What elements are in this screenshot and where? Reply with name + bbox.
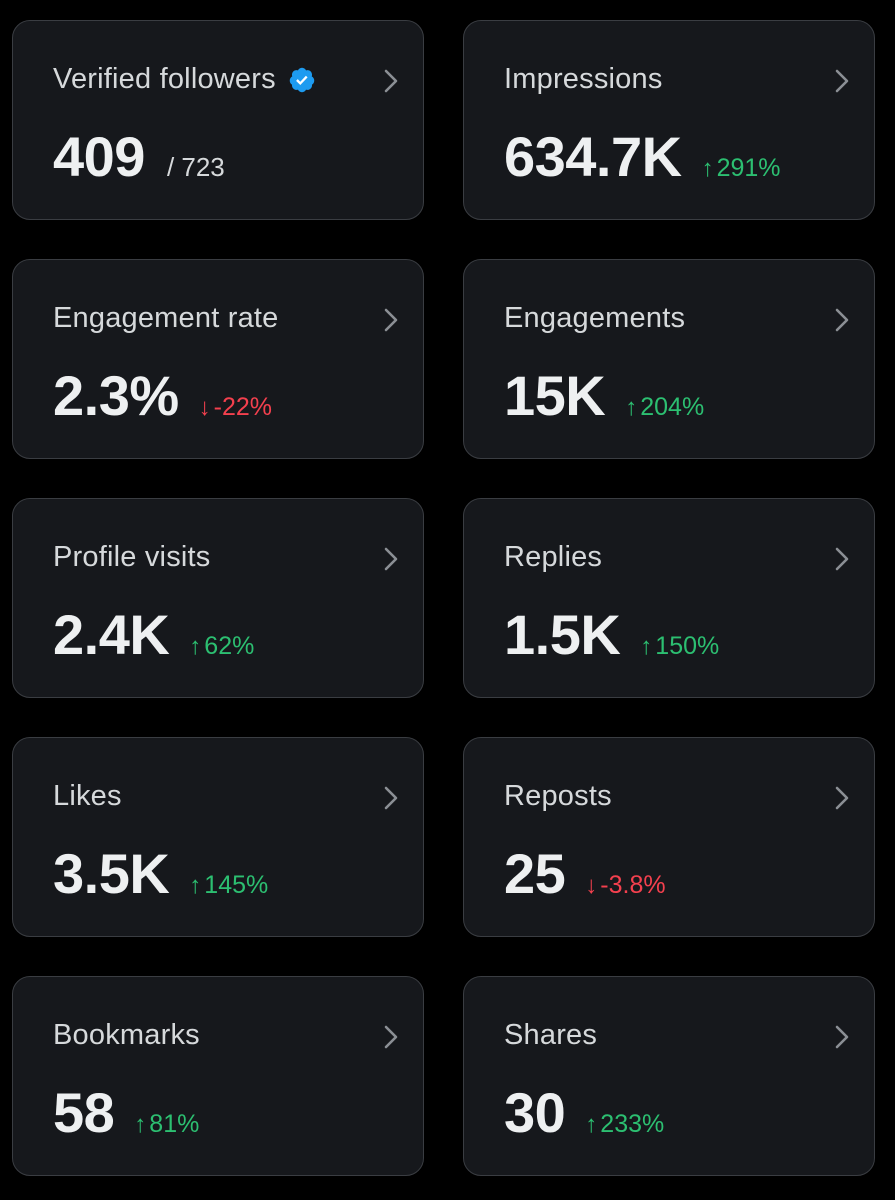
- card-title-label: Likes: [53, 780, 122, 812]
- metric-value: 25: [504, 842, 566, 905]
- card-title: Profile visits: [53, 541, 211, 574]
- card-title-label: Shares: [504, 1019, 598, 1051]
- value-row: 2.3% ↓ -22%: [53, 368, 272, 424]
- metric-change-value: 233%: [600, 1110, 665, 1138]
- card-title-label: Profile visits: [53, 541, 211, 573]
- chevron-right-icon: [384, 308, 398, 332]
- metric-value: 2.3%: [53, 364, 179, 427]
- value-row: 25 ↓ -3.8%: [504, 846, 666, 902]
- value-row: 634.7K ↑ 291%: [504, 129, 781, 185]
- metric-card-verified-followers[interactable]: Verified followers 409 / 723: [12, 20, 424, 220]
- metric-card-profile-visits[interactable]: Profile visits 2.4K ↑ 62%: [12, 498, 424, 698]
- metric-value: 409: [53, 125, 145, 188]
- value-row: 30 ↑ 233%: [504, 1085, 664, 1141]
- metric-change-value: 291%: [716, 154, 781, 182]
- chevron-right-icon: [835, 69, 849, 93]
- value-row: 1.5K ↑ 150%: [504, 607, 719, 663]
- metric-change-value: -22%: [213, 393, 273, 421]
- metric-card-engagement-rate[interactable]: Engagement rate 2.3% ↓ -22%: [12, 259, 424, 459]
- metric-value: 3.5K: [53, 842, 170, 905]
- card-title: Bookmarks: [53, 1019, 200, 1052]
- metric-change-value: -3.8%: [600, 871, 666, 899]
- metric-change-value: 62%: [204, 632, 255, 660]
- card-title: Reposts: [504, 780, 612, 813]
- arrow-up-icon: ↑: [701, 155, 714, 182]
- metric-value: 634.7K: [504, 125, 682, 188]
- metric-change: ↓ -3.8%: [585, 871, 665, 900]
- card-title-label: Impressions: [504, 63, 663, 95]
- metric-change-value: 204%: [640, 393, 705, 421]
- metric-value: 1.5K: [504, 603, 621, 666]
- chevron-right-icon: [835, 547, 849, 571]
- metric-card-impressions[interactable]: Impressions 634.7K ↑ 291%: [463, 20, 875, 220]
- chevron-right-icon: [384, 1025, 398, 1049]
- card-title: Replies: [504, 541, 602, 574]
- chevron-right-icon: [835, 786, 849, 810]
- metric-change: ↑ 81%: [134, 1110, 199, 1139]
- metric-card-likes[interactable]: Likes 3.5K ↑ 145%: [12, 737, 424, 937]
- card-title: Impressions: [504, 63, 663, 96]
- card-title-label: Bookmarks: [53, 1019, 200, 1051]
- value-row: 15K ↑ 204%: [504, 368, 704, 424]
- metric-card-bookmarks[interactable]: Bookmarks 58 ↑ 81%: [12, 976, 424, 1176]
- metric-value: 58: [53, 1081, 115, 1144]
- chevron-right-icon: [384, 69, 398, 93]
- metric-change: ↑ 145%: [189, 871, 268, 900]
- metric-change: ↑ 150%: [640, 632, 719, 661]
- arrow-up-icon: ↑: [189, 633, 202, 660]
- value-row: 3.5K ↑ 145%: [53, 846, 268, 902]
- metric-change-value: 145%: [204, 871, 269, 899]
- chevron-right-icon: [835, 308, 849, 332]
- card-title-label: Replies: [504, 541, 603, 573]
- chevron-right-icon: [835, 1025, 849, 1049]
- metric-change: ↑ 233%: [585, 1110, 664, 1139]
- value-row: 409 / 723: [53, 129, 225, 185]
- metric-change: ↑ 291%: [702, 154, 781, 183]
- metric-change: ↓ -22%: [199, 393, 272, 422]
- arrow-up-icon: ↑: [134, 1111, 147, 1138]
- metric-value: 30: [504, 1081, 566, 1144]
- metric-value: 15K: [504, 364, 606, 427]
- metric-change: ↑ 204%: [625, 393, 704, 422]
- metric-value: 2.4K: [53, 603, 170, 666]
- metric-change-value: 81%: [149, 1110, 200, 1138]
- value-row: 2.4K ↑ 62%: [53, 607, 254, 663]
- metric-card-shares[interactable]: Shares 30 ↑ 233%: [463, 976, 875, 1176]
- arrow-down-icon: ↓: [198, 394, 211, 421]
- arrow-up-icon: ↑: [640, 633, 653, 660]
- metric-change: ↑ 62%: [189, 632, 254, 661]
- chevron-right-icon: [384, 786, 398, 810]
- card-title: Likes: [53, 780, 122, 813]
- analytics-grid: Verified followers 409 / 723 Impressions…: [12, 20, 875, 1176]
- arrow-up-icon: ↑: [625, 394, 638, 421]
- metric-card-replies[interactable]: Replies 1.5K ↑ 150%: [463, 498, 875, 698]
- metric-card-reposts[interactable]: Reposts 25 ↓ -3.8%: [463, 737, 875, 937]
- metric-total: / 723: [166, 152, 225, 182]
- card-title-label: Verified followers: [53, 63, 276, 95]
- card-title: Shares: [504, 1019, 597, 1052]
- card-title-label: Engagement rate: [53, 302, 279, 334]
- card-title: Engagements: [504, 302, 685, 335]
- card-title: Engagement rate: [53, 302, 278, 335]
- arrow-up-icon: ↑: [189, 872, 202, 899]
- metric-change-value: 150%: [655, 632, 720, 660]
- card-title-label: Engagements: [504, 302, 686, 334]
- arrow-down-icon: ↓: [585, 872, 598, 899]
- chevron-right-icon: [384, 547, 398, 571]
- value-row: 58 ↑ 81%: [53, 1085, 199, 1141]
- card-title-label: Reposts: [504, 780, 612, 812]
- metric-card-engagements[interactable]: Engagements 15K ↑ 204%: [463, 259, 875, 459]
- card-title: Verified followers: [53, 63, 316, 96]
- arrow-up-icon: ↑: [585, 1111, 598, 1138]
- verified-badge-icon: [289, 67, 315, 92]
